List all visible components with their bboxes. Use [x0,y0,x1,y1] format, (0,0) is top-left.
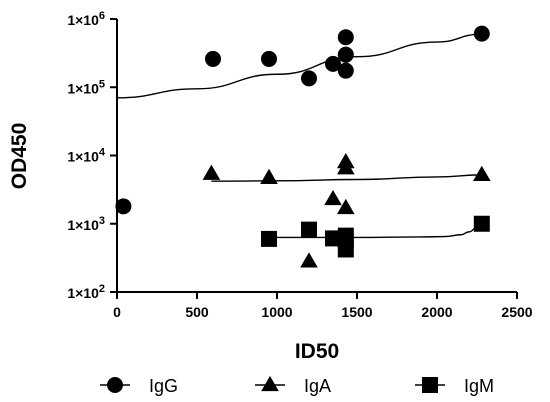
x-tick-label: 0 [113,304,121,320]
data-point-igg [301,70,317,87]
x-tick-label: 1000 [261,304,292,320]
data-point-iga [324,189,342,206]
x-tick-label: 2500 [501,304,532,320]
data-point-igm [261,230,277,247]
legend-marker-igg [107,377,123,393]
data-point-igm [325,230,341,247]
data-point-igg [337,29,354,46]
y-tick-label: 1×105 [67,78,105,96]
data-markers [115,25,491,268]
fit-lines [116,33,482,239]
fit-line-igm [269,223,482,239]
data-point-iga [202,164,221,180]
x-ticks: 0 500 1000 1500 2000 2500 [113,292,533,320]
legend-label-igm: IgM [464,376,494,396]
x-tick-label: 500 [185,304,209,320]
y-ticks: 1×102 1×103 1×104 1×105 1×106 [67,10,117,301]
y-tick-label: 1×104 [67,147,106,165]
legend-label-iga: IgA [304,376,331,396]
plot-area: 1×102 1×103 1×104 1×105 1×106 0 500 1000 1500 20… [67,10,532,320]
data-point-iga [260,168,278,184]
data-point-igm [337,241,354,258]
legend-marker-iga [261,375,279,392]
data-point-iga [473,165,491,181]
x-axis-title: ID50 [295,340,339,363]
data-point-igg [337,62,354,79]
y-tick-label: 1×106 [67,10,105,28]
legend-marker-igm [422,377,438,393]
data-point-igg [325,55,341,72]
data-point-igm [473,215,490,232]
fit-line-iga [211,174,482,182]
data-point-igg [261,50,277,67]
x-tick-label: 2000 [421,304,452,320]
y-tick-label: 1×102 [67,283,105,301]
data-point-iga [300,252,318,268]
legend: IgG IgA IgM [100,375,494,396]
data-point-igg [115,198,132,215]
x-tick-label: 1500 [341,304,372,320]
data-point-igm [301,221,317,238]
legend-label-igg: IgG [149,376,178,396]
data-point-iga [337,159,355,175]
y-tick-label: 1×103 [67,215,105,233]
data-point-igg [473,25,490,42]
data-point-igg [337,46,354,63]
y-axis-title: OD450 [8,123,31,190]
data-point-igg [205,50,221,67]
fit-line-igg [116,33,482,99]
data-point-iga [337,198,355,215]
